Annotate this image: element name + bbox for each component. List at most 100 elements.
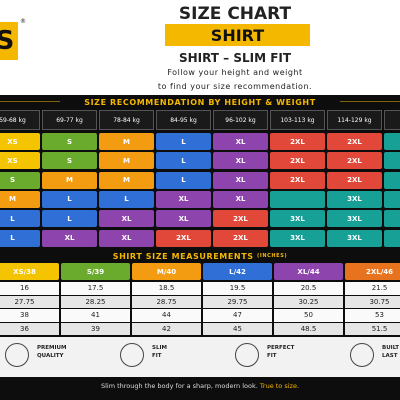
size-cell: 3XL <box>327 210 382 228</box>
feature-label: PREMIUM QUALITY <box>37 344 107 366</box>
feature-label: SLIM FIT <box>152 344 222 366</box>
feature-line: FIT <box>267 353 277 359</box>
size-cell: XL <box>213 152 268 170</box>
size-cell-partial <box>384 210 400 228</box>
instruction: to find your size recommendation. <box>157 81 313 91</box>
size-cell: XL <box>42 229 97 247</box>
size-cell: XL <box>156 190 211 208</box>
size-cell: M <box>0 190 40 208</box>
measure-cell: 29.75 <box>203 295 272 308</box>
size-cell: S <box>42 152 97 170</box>
weight-header: 69-77 kg <box>42 110 97 130</box>
size-cell-partial <box>384 229 400 247</box>
section-title: SHIRT SIZE MEASUREMENTS (INCHES) <box>80 250 320 262</box>
measure-cell: 28.75 <box>132 295 201 308</box>
measure-cell: 53 <box>345 309 400 322</box>
weight-header: 59-68 kg <box>0 110 40 130</box>
measure-header: L/42 <box>203 263 272 280</box>
size-cell-partial <box>384 133 400 150</box>
measure-cell: 41 <box>61 309 130 322</box>
feature-line: LAST <box>382 353 398 359</box>
measure-cell: 36 <box>0 322 59 335</box>
size-cell: XS <box>0 133 40 150</box>
measure-cell: 17.5 <box>61 282 130 295</box>
measure-cell: 20.5 <box>274 282 343 295</box>
size-cell: 2XL <box>270 152 325 170</box>
feature-label: PERFECT FIT <box>267 344 337 366</box>
size-cell: 2XL <box>327 171 382 189</box>
size-cell-partial <box>384 152 400 170</box>
unit: (INCHES) <box>257 253 288 259</box>
size-cell: M <box>42 171 97 189</box>
measure-cell: 28.25 <box>61 295 130 308</box>
feature-line: PERFECT <box>267 345 295 351</box>
banner: SHIRT <box>165 24 310 46</box>
size-cell: M <box>99 152 154 170</box>
size-cell: L <box>42 190 97 208</box>
size-cell: 2XL <box>327 152 382 170</box>
size-cell: XL <box>99 229 154 247</box>
size-cell: 2XL <box>270 171 325 189</box>
feature-line: SLIM <box>152 345 167 351</box>
size-cell: 3XL <box>270 210 325 228</box>
size-cell: L <box>42 210 97 228</box>
measure-cell: 47 <box>203 309 272 322</box>
weight-header: 84-95 kg <box>156 110 211 130</box>
measure-cell: 42 <box>132 322 201 335</box>
size-cell: XL <box>213 133 268 150</box>
size-cell: 3XL <box>270 229 325 247</box>
feature-icon <box>5 343 29 367</box>
weight-header: 96-102 kg <box>213 110 268 130</box>
feature-line: BUILT <box>382 345 400 351</box>
measure-cell: 21.5 <box>345 282 400 295</box>
measure-header: M/40 <box>132 263 201 280</box>
footer-highlight: True to size. <box>259 382 300 390</box>
measure-header: S/39 <box>61 263 130 280</box>
measure-cell: 39 <box>61 322 130 335</box>
feature-line: PREMIUM <box>37 345 67 351</box>
size-cell: L <box>0 229 40 247</box>
size-cell: L <box>99 190 154 208</box>
measure-cell: 30.75 <box>345 295 400 308</box>
measure-cell: 48.5 <box>274 322 343 335</box>
feature-label: BUILT LAST <box>382 344 400 366</box>
weight-header: 78-84 kg <box>99 110 154 130</box>
size-cell: L <box>156 171 211 189</box>
section-title-text: SHIRT SIZE MEASUREMENTS <box>112 251 254 261</box>
title: SIZE CHART <box>178 4 292 24</box>
size-cell: 3XL <box>327 190 382 208</box>
size-cell: XS <box>0 152 40 170</box>
size-cell: 2XL <box>327 133 382 150</box>
size-cell: M <box>99 133 154 150</box>
measure-cell: 30.25 <box>274 295 343 308</box>
logo: S <box>0 22 18 60</box>
footer: Slim through the body for a sharp, moder… <box>0 378 400 394</box>
size-cell <box>270 190 325 208</box>
measure-cell: 16 <box>0 282 59 295</box>
feature-line: QUALITY <box>37 353 64 359</box>
size-cell: 2XL <box>270 133 325 150</box>
footer-text: Slim through the body for a sharp, moder… <box>100 382 258 390</box>
feature-icon <box>120 343 144 367</box>
size-cell: XL <box>156 210 211 228</box>
measure-cell: 44 <box>132 309 201 322</box>
measure-header: XS/38 <box>0 263 59 280</box>
logo-mark: ® <box>20 18 26 25</box>
size-cell: S <box>42 133 97 150</box>
measure-header: 2XL/46 <box>345 263 400 280</box>
size-cell: 2XL <box>213 229 268 247</box>
features-panel <box>0 337 400 377</box>
measure-header: XL/44 <box>274 263 343 280</box>
section-title: SIZE RECOMMENDATION BY HEIGHT & WEIGHT <box>60 96 340 108</box>
instruction: Follow your height and weight <box>167 67 303 77</box>
measure-cell: 38 <box>0 309 59 322</box>
size-cell: XL <box>99 210 154 228</box>
size-cell-partial <box>384 171 400 189</box>
weight-header: 103-113 kg <box>270 110 325 130</box>
size-cell: XL <box>213 190 268 208</box>
measure-cell: 50 <box>274 309 343 322</box>
size-cell: L <box>156 152 211 170</box>
subtitle: SHIRT – SLIM FIT <box>178 51 292 65</box>
size-cell: XL <box>213 171 268 189</box>
